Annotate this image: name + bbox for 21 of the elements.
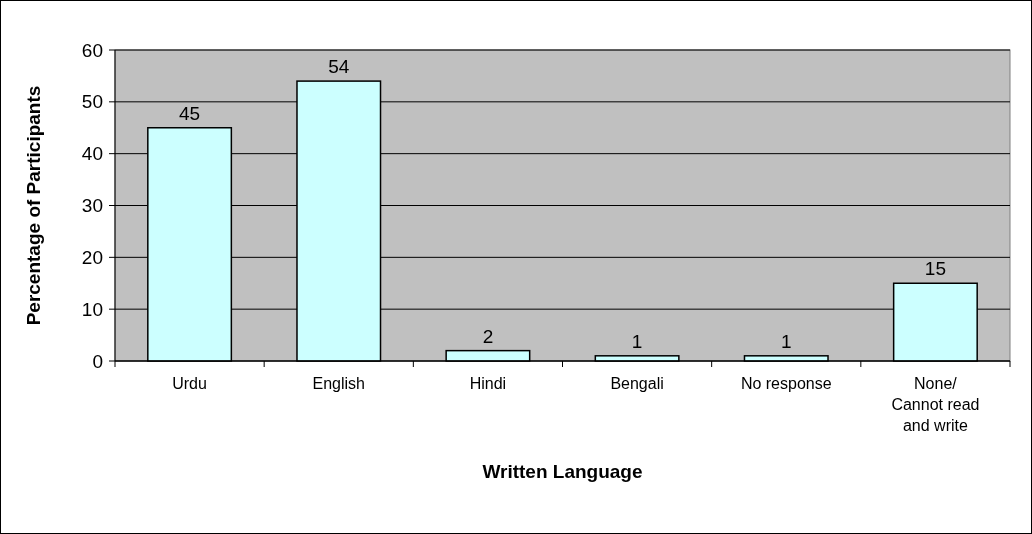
data-label: 1 <box>780 330 792 352</box>
y-tick-label: 30 <box>81 195 103 217</box>
data-label: 1 <box>631 330 643 352</box>
y-tick-label: 10 <box>81 298 103 320</box>
data-label: 2 <box>482 325 494 347</box>
data-label: 54 <box>328 56 350 78</box>
data-label: 15 <box>924 258 946 280</box>
x-tick-label: English <box>312 375 365 392</box>
y-tick-label: 20 <box>81 246 103 268</box>
y-tick-label: 0 <box>92 350 103 372</box>
data-label: 45 <box>179 102 201 124</box>
x-tick-label: Hindi <box>469 375 507 392</box>
x-tick-label: None/ Cannot read and write <box>891 375 980 434</box>
y-tick-label: 50 <box>81 91 103 113</box>
x-tick-label: No response <box>740 375 832 392</box>
y-axis-title: Percentage of Participants <box>23 85 44 326</box>
x-axis-title: Written Language <box>482 461 643 482</box>
x-tick-label: Bengali <box>610 375 664 392</box>
x-tick-label: Urdu <box>172 375 207 392</box>
y-tick-label: 40 <box>81 143 103 165</box>
y-tick-label: 60 <box>81 39 103 61</box>
